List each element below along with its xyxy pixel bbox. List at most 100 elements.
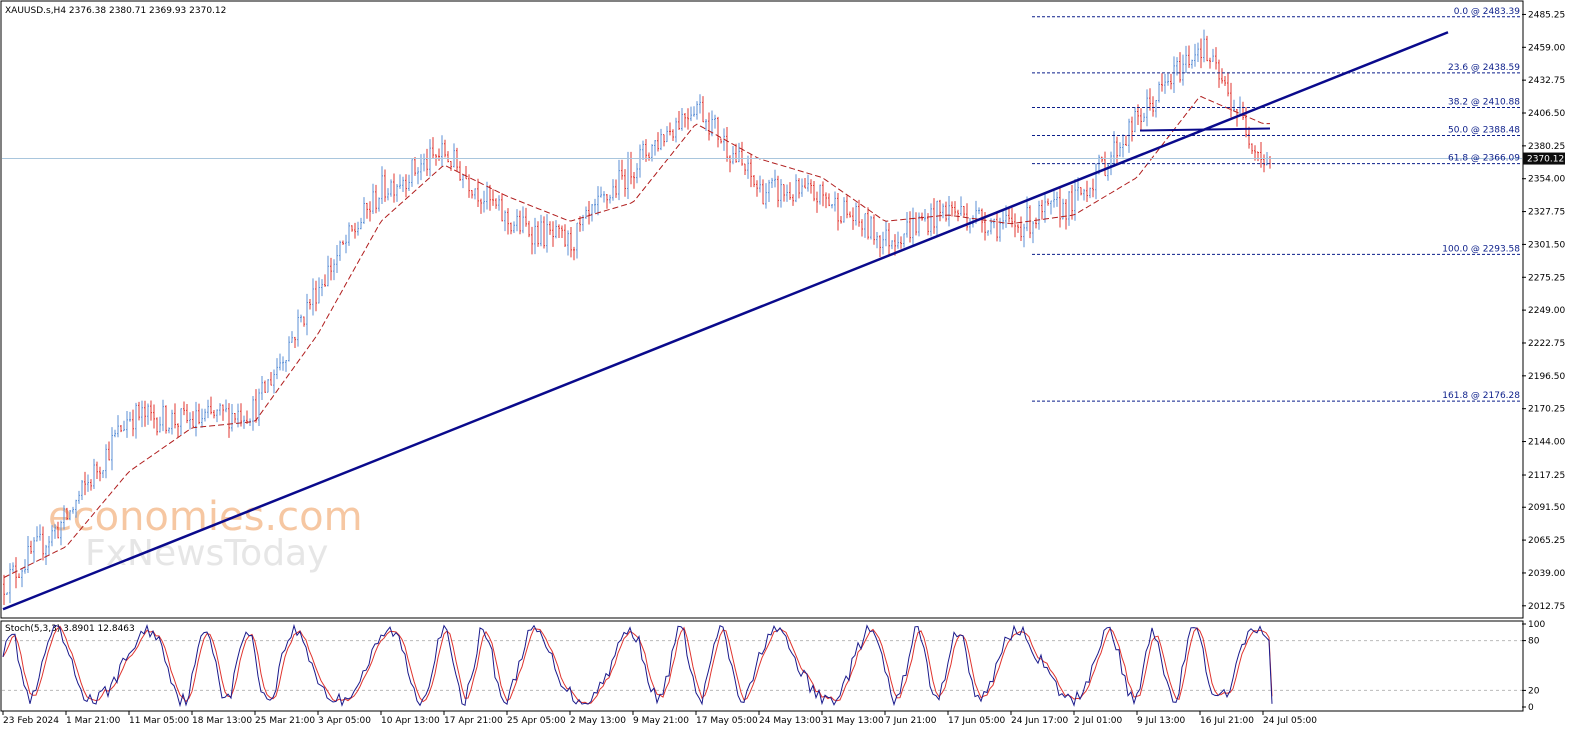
fib-level-label: 100.0 @ 2293.58: [1442, 244, 1520, 254]
price-tick-label: 2196.50: [1528, 372, 1565, 382]
ohlc-bar: [471, 190, 473, 199]
ohlc-bar: [822, 181, 824, 207]
ohlc-bar: [804, 177, 806, 189]
ohlc-bar: [336, 245, 338, 273]
ohlc-bar: [90, 479, 92, 491]
fib-level-label: 23.6 @ 2438.59: [1448, 63, 1520, 73]
ohlc-bar: [504, 210, 506, 232]
ohlc-bar: [1260, 141, 1262, 168]
time-tick-label: 9 Jul 13:00: [1137, 716, 1186, 726]
ascending-trendline[interactable]: [2, 31, 1449, 611]
trendline-group[interactable]: [2, 31, 1449, 611]
ohlc-bar: [111, 427, 113, 471]
ohlc-bar: [372, 183, 374, 215]
time-tick-label: 24 Jun 17:00: [1011, 716, 1068, 726]
ohlc-bar: [270, 372, 272, 386]
ohlc-bar: [75, 499, 77, 518]
ohlc-bar: [903, 233, 905, 248]
ohlc-bar: [585, 206, 587, 219]
ohlc-bar: [969, 217, 971, 234]
ohlc-bar: [534, 217, 536, 255]
ohlc-bar: [552, 221, 554, 247]
ohlc-bar: [414, 156, 416, 176]
ohlc-bar: [99, 466, 101, 482]
ma-path: [3, 95, 1270, 578]
ohlc-bar: [144, 400, 146, 427]
ohlc-bar: [612, 179, 614, 201]
ohlc-bar: [1218, 59, 1220, 88]
ohlc-bar: [597, 186, 599, 216]
ohlc-bar: [1017, 224, 1019, 233]
ohlc-bar: [636, 163, 638, 184]
time-tick-label: 9 May 21:00: [633, 716, 689, 726]
time-tick-label: 17 May 05:00: [696, 716, 758, 726]
ohlc-bar: [780, 179, 782, 208]
ohlc-bar: [204, 408, 206, 422]
ohlc-bar: [375, 184, 377, 214]
ohlc-bar: [882, 231, 884, 255]
ohlc-bar: [909, 211, 911, 243]
ohlc-bar: [81, 479, 83, 500]
ohlc-bar: [1047, 198, 1049, 206]
ohlc-bar: [285, 360, 287, 372]
ohlc-bar: [696, 101, 698, 120]
ohlc-bar: [243, 415, 245, 429]
ohlc-bar: [393, 173, 395, 203]
ohlc-bar: [735, 143, 737, 163]
ohlc-bar: [213, 410, 215, 419]
ohlc-bar: [729, 155, 731, 173]
ohlc-bar: [951, 201, 953, 217]
ohlc-bar: [1026, 196, 1028, 232]
moving-average-line: [2, 95, 1522, 578]
ohlc-bar: [150, 400, 152, 421]
ohlc-bar: [480, 198, 482, 214]
ohlc-bar: [156, 417, 158, 436]
ohlc-bar: [330, 257, 332, 281]
ohlc-bar: [1215, 47, 1217, 70]
ohlc-bar: [639, 144, 641, 178]
ohlc-bar: [783, 184, 785, 202]
ohlc-bar: [93, 458, 95, 490]
ohlc-bar: [6, 592, 8, 595]
ohlc-bar: [237, 403, 239, 428]
ohlc-bar: [255, 389, 257, 423]
ohlc-bar: [1029, 205, 1031, 239]
ohlc-bar: [1131, 116, 1133, 142]
ohlc-bar: [417, 167, 419, 185]
ohlc-bar: [921, 212, 923, 221]
ohlc-bar: [132, 409, 134, 437]
price-tick-label: 2065.25: [1528, 536, 1565, 546]
ohlc-bar: [855, 202, 857, 226]
ohlc-bar: [1023, 223, 1025, 248]
ohlc-bar: [1242, 101, 1244, 120]
ohlc-bar: [3, 574, 5, 605]
ohlc-bar: [342, 240, 344, 246]
ohlc-bar: [849, 211, 851, 218]
ohlc-bar: [1053, 189, 1055, 208]
ohlc-bar: [1083, 188, 1085, 201]
ohlc-bar: [288, 336, 290, 362]
ohlc-bar: [930, 203, 932, 237]
ohlc-bar: [1167, 73, 1169, 86]
ohlc-bar: [1140, 108, 1142, 132]
ohlc-bar: [576, 222, 578, 259]
price-tick-label: 2327.75: [1528, 208, 1565, 218]
time-tick-label: 31 May 13:00: [822, 716, 884, 726]
stoch-tick-label: 80: [1528, 637, 1540, 647]
ohlc-bar: [936, 200, 938, 236]
support-line[interactable]: [1139, 127, 1271, 132]
ohlc-bar: [510, 222, 512, 235]
ohlc-bar: [618, 159, 620, 201]
ohlc-bar: [642, 140, 644, 161]
ohlc-bar: [351, 225, 353, 232]
ohlc-bar: [657, 132, 659, 152]
ohlc-bar: [396, 184, 398, 202]
ohlc-bar: [405, 174, 407, 198]
ohlc-bar: [489, 184, 491, 211]
ohlc-bar: [663, 134, 665, 147]
ohlc-bar: [948, 195, 950, 227]
stoch-title: Stoch(5,3,3) 3.8901 12.8463: [5, 624, 135, 634]
ohlc-bar: [450, 160, 452, 171]
ohlc-bar: [201, 408, 203, 428]
